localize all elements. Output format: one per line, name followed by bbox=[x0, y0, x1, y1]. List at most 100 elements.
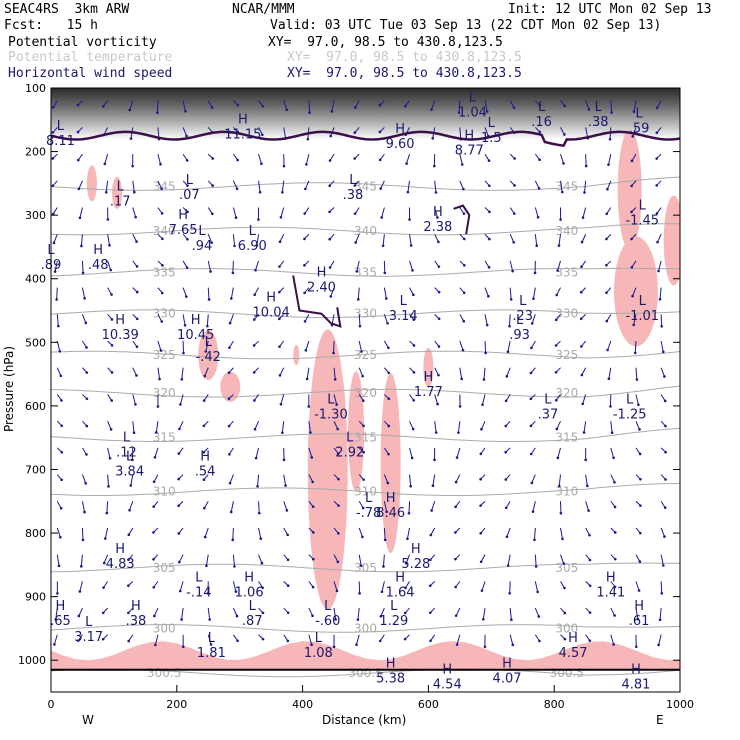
wind-vector bbox=[608, 367, 612, 379]
extremum-value: 4.83 bbox=[106, 557, 135, 572]
wind-vector-head bbox=[378, 158, 382, 162]
wind-vector bbox=[182, 287, 187, 297]
wind-vector-head bbox=[177, 532, 181, 535]
wind-vector bbox=[107, 474, 110, 487]
wind-vector bbox=[358, 340, 363, 352]
wind-vector bbox=[232, 260, 234, 273]
theta-contour-label: 300 bbox=[555, 621, 578, 635]
init-label: Init: 12 UTC Mon 02 Sep 13 bbox=[508, 2, 712, 17]
wind-vector-head bbox=[185, 159, 189, 162]
wind-vector-head bbox=[185, 266, 189, 269]
wind-vector-head bbox=[85, 346, 88, 349]
wind-vector bbox=[658, 634, 662, 646]
wind-vector-head bbox=[305, 377, 309, 381]
wind-vector-head bbox=[436, 216, 439, 219]
extremum-marker-L: L bbox=[390, 599, 398, 614]
wind-vector-head bbox=[358, 592, 361, 595]
wind-vector-head bbox=[330, 110, 334, 113]
wind-vector-head bbox=[403, 611, 407, 615]
theta-contour-label: 305 bbox=[153, 561, 176, 575]
extremum-marker-L: L bbox=[249, 224, 257, 239]
wind-vector-head bbox=[178, 427, 181, 431]
wind-vector bbox=[632, 127, 637, 137]
wind-vector bbox=[635, 581, 640, 591]
wind-vector bbox=[230, 501, 234, 513]
wind-vector-head bbox=[530, 481, 534, 485]
wind-vector bbox=[178, 420, 184, 430]
wind-vector bbox=[585, 527, 590, 536]
wind-vector-head bbox=[454, 480, 458, 484]
wind-vector bbox=[556, 420, 561, 430]
wind-vector bbox=[381, 581, 385, 592]
extremum-value: 4.81 bbox=[621, 678, 650, 693]
wind-vector bbox=[660, 314, 663, 327]
theta-contour-label: 300.5 bbox=[550, 666, 584, 680]
wind-vector-head bbox=[83, 510, 86, 514]
wind-vector bbox=[130, 474, 134, 486]
wind-vector-head bbox=[353, 212, 357, 215]
wind-vector-head bbox=[658, 618, 662, 622]
wind-vector-head bbox=[209, 643, 213, 646]
wind-vector-head bbox=[488, 237, 491, 241]
wind-vector bbox=[607, 340, 612, 351]
wind-vector bbox=[409, 287, 414, 296]
wind-vector bbox=[484, 314, 488, 326]
shaded-region bbox=[112, 176, 123, 209]
wind-vector-head bbox=[51, 184, 55, 188]
wind-vector bbox=[585, 154, 587, 167]
wind-vector-head bbox=[479, 477, 482, 481]
wind-vector-head bbox=[663, 506, 667, 510]
wind-vector-head bbox=[462, 237, 466, 241]
wind-vector-head bbox=[278, 374, 282, 377]
wind-vector-head bbox=[362, 424, 365, 428]
wind-vector-head bbox=[479, 452, 483, 456]
wind-vector bbox=[153, 607, 159, 617]
wind-vector-head bbox=[362, 478, 365, 481]
wind-vector-head bbox=[81, 271, 85, 275]
wind-vector-head bbox=[277, 317, 281, 321]
extremum-marker-L: L bbox=[195, 570, 203, 585]
wind-vector-head bbox=[337, 532, 340, 535]
wind-vector bbox=[455, 607, 461, 616]
wind-vector-head bbox=[227, 424, 231, 428]
extremum-value: .38 bbox=[588, 115, 609, 130]
wind-vector-head bbox=[102, 586, 105, 589]
wind-vector bbox=[232, 554, 235, 567]
wind-vector bbox=[308, 607, 314, 617]
wind-vector bbox=[635, 367, 638, 380]
wind-vector-head bbox=[559, 218, 562, 221]
wind-vector-head bbox=[554, 344, 558, 347]
wind-vector-head bbox=[255, 244, 259, 247]
wind-vector-head bbox=[379, 614, 383, 618]
wind-vector-head bbox=[437, 317, 441, 321]
wind-vector-head bbox=[513, 184, 516, 187]
wind-vector bbox=[483, 367, 486, 380]
wind-vector-head bbox=[252, 318, 256, 321]
theta-contour-label: 335 bbox=[555, 265, 578, 279]
extremum-value: -1.30 bbox=[314, 407, 348, 422]
wind-vector bbox=[610, 447, 615, 458]
wind-vector bbox=[557, 447, 561, 458]
wind-vector-head bbox=[153, 455, 157, 459]
wind-vector bbox=[230, 287, 234, 299]
wind-vector bbox=[207, 287, 210, 300]
wind-vector-head bbox=[655, 184, 658, 187]
wind-vector-head bbox=[54, 618, 58, 621]
wind-vector-head bbox=[479, 560, 483, 564]
wind-vector-head bbox=[131, 164, 134, 168]
wind-vector-head bbox=[610, 431, 614, 435]
extremum-marker-H: H bbox=[502, 656, 512, 671]
wind-vector bbox=[255, 260, 260, 271]
wind-vector-head bbox=[85, 424, 89, 428]
wind-vector bbox=[333, 367, 336, 380]
wind-vector-head bbox=[257, 511, 261, 515]
theta-contour-label: 345 bbox=[354, 180, 377, 194]
wind-vector-head bbox=[462, 212, 466, 215]
wind-vector-head bbox=[356, 618, 360, 621]
extremum-marker-L: L bbox=[488, 116, 496, 131]
wind-vector-head bbox=[605, 291, 608, 295]
wind-vector-head bbox=[655, 157, 658, 160]
wind-vector-head bbox=[203, 535, 207, 539]
wind-vector-head bbox=[156, 405, 160, 408]
wind-vector bbox=[459, 127, 462, 140]
